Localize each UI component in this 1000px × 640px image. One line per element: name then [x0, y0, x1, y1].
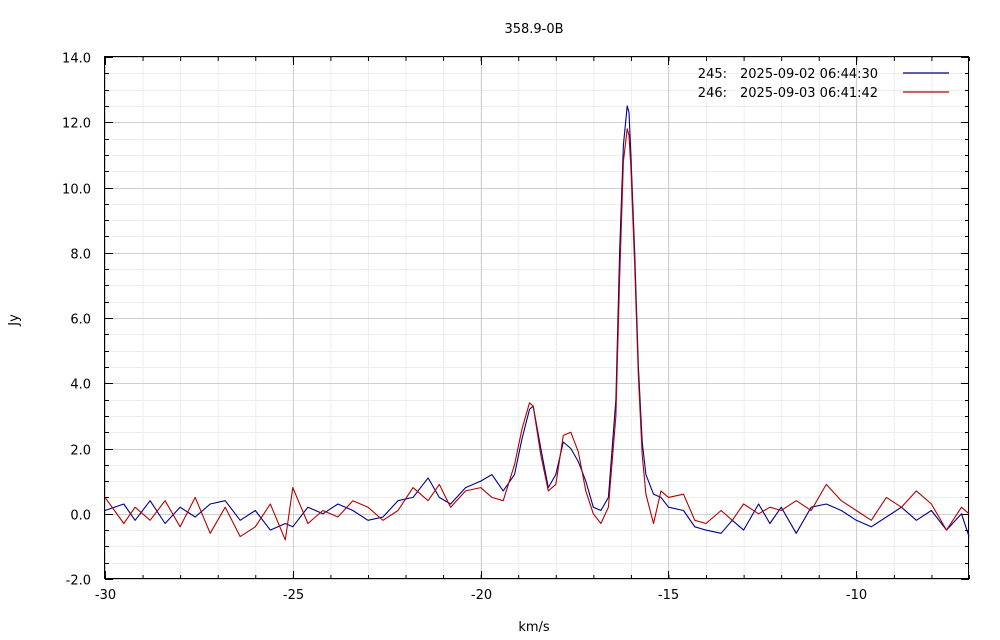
tick-labels: -30 -25 -20 -15 -10 -2.0 0.0 2.0 4.0 6.0 8.0 10.0 12…	[62, 52, 867, 604]
y-tick-label: 6.0	[70, 313, 91, 328]
y-tick-label: 10.0	[62, 183, 91, 198]
legend-label: 246:	[698, 86, 727, 101]
x-axis-label: km/s	[518, 620, 550, 635]
plot-frame	[104, 56, 969, 579]
y-tick-label: 8.0	[70, 248, 91, 263]
x-tick-label: -25	[283, 588, 304, 603]
series-lines	[104, 105, 970, 541]
legend: 245: 2025-09-02 06:44:30 246: 2025-09-03 06…	[698, 67, 949, 101]
legend-label: 245:	[698, 67, 727, 82]
x-tick-label: -15	[658, 588, 679, 603]
chart-title: 358.9-0B	[504, 22, 563, 37]
legend-date: 2025-09-02 06:44:30	[740, 67, 878, 82]
legend-date: 2025-09-03 06:41:42	[740, 86, 878, 101]
axis-ticks	[105, 57, 970, 580]
series-246-line	[104, 128, 970, 541]
y-tick-label: 12.0	[62, 117, 91, 132]
x-tick-label: -10	[846, 588, 867, 603]
y-tick-label: -2.0	[66, 574, 91, 589]
y-tick-label: 14.0	[62, 52, 91, 67]
x-tick-label: -30	[95, 588, 116, 603]
y-tick-label: 2.0	[70, 444, 91, 459]
grid	[105, 57, 970, 580]
y-tick-label: 4.0	[70, 378, 91, 393]
y-axis-label: Jy	[7, 314, 22, 327]
y-tick-label: 0.0	[70, 509, 91, 524]
x-tick-label: -20	[471, 588, 492, 603]
